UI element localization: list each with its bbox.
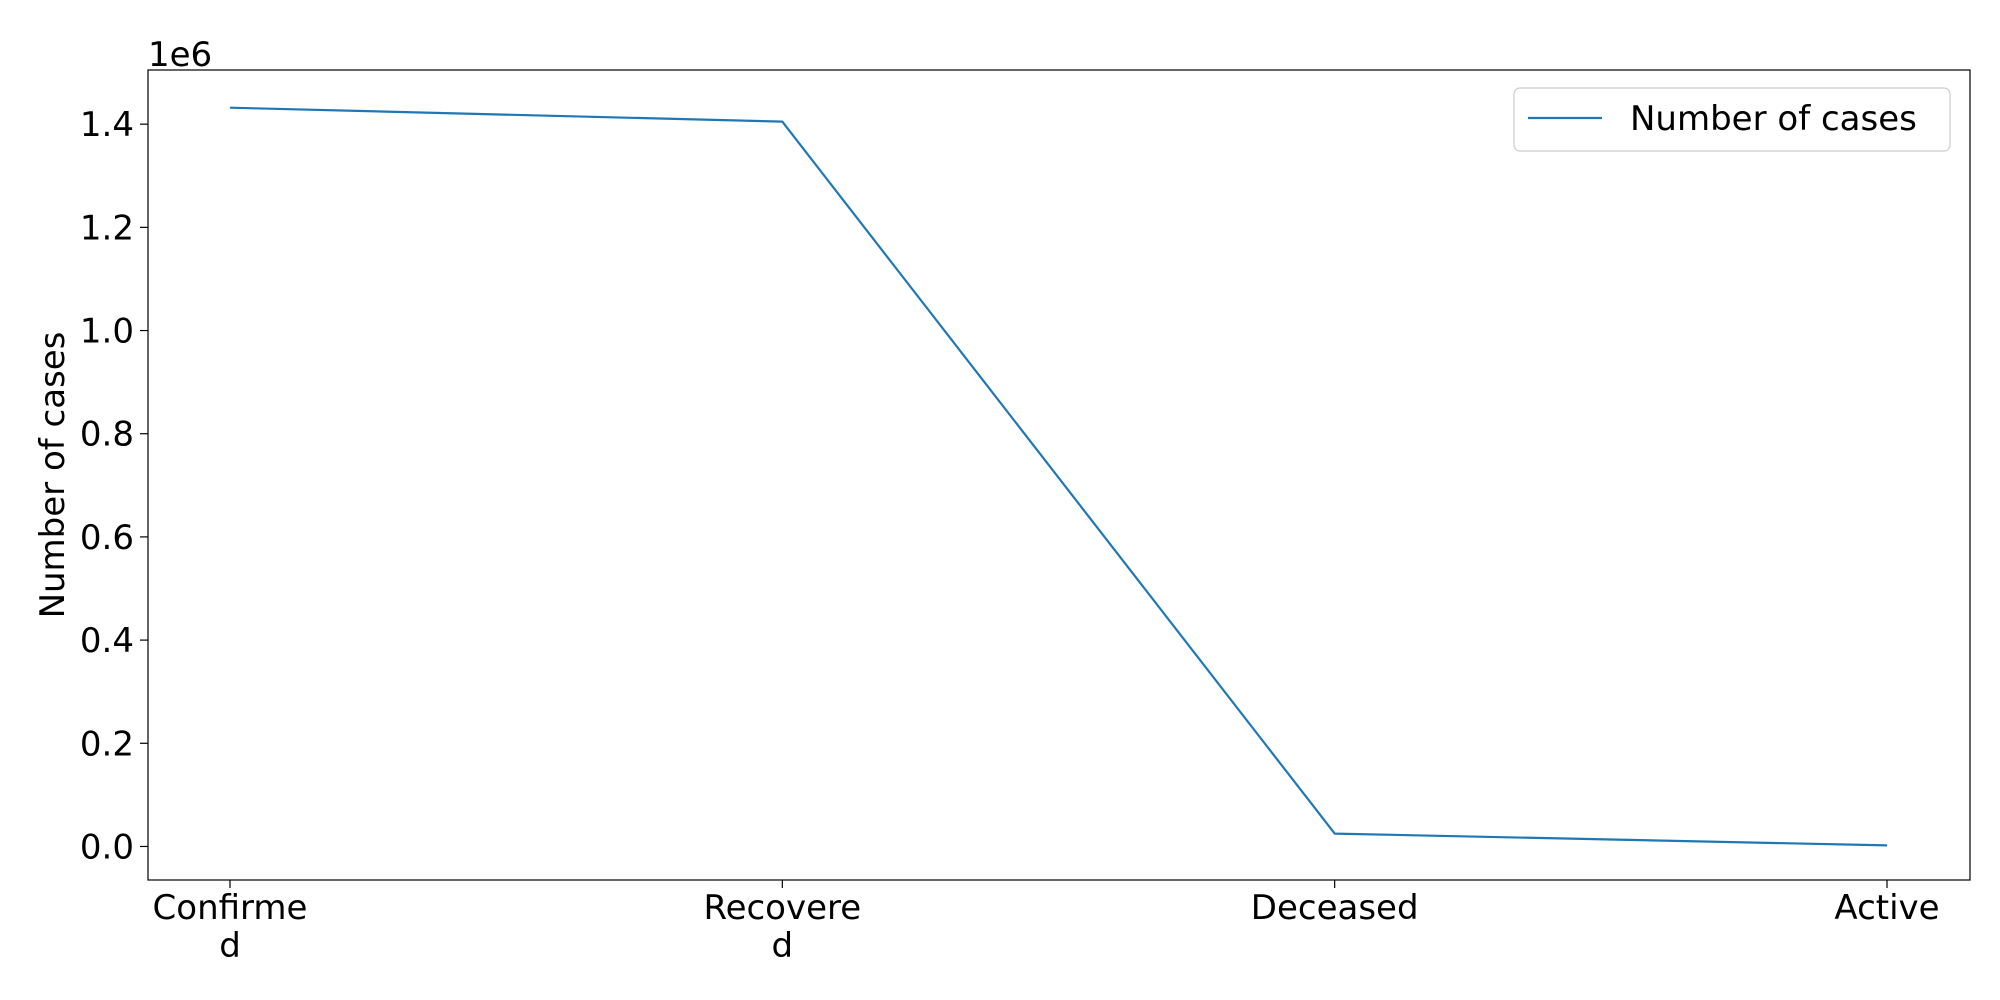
x-tick-label: Active	[1834, 888, 1939, 928]
y-axis-ticks: 0.0 0.2 0.4 0.6 0.8 1.0 1.2 1.4	[80, 105, 148, 867]
x-tick-label: Deceased	[1251, 888, 1419, 928]
y-tick-label: 0.4	[80, 621, 134, 661]
y-offset-label: 1e6	[148, 35, 212, 75]
x-tick-label: Recovere	[703, 888, 861, 928]
legend-series-label: Number of cases	[1630, 99, 1917, 139]
x-tick-label: d	[219, 926, 241, 966]
y-tick-label: 1.4	[80, 105, 134, 145]
x-tick-label: d	[772, 926, 794, 966]
legend: Number of cases	[1513, 87, 1951, 152]
series-line	[229, 106, 1888, 847]
y-tick-label: 0.6	[80, 518, 134, 558]
y-tick-label: 1.2	[80, 208, 134, 248]
legend-box	[1513, 87, 1951, 152]
y-tick-label: 0.8	[80, 415, 134, 455]
y-tick-label: 1.0	[80, 312, 134, 352]
y-axis-label: Number of cases	[33, 332, 73, 619]
y-tick-label: 0.2	[80, 724, 134, 764]
plot-area	[148, 70, 1970, 880]
y-tick-label: 0.0	[80, 827, 134, 867]
plot-frame	[147, 69, 1971, 881]
x-tick-label: Confirme	[153, 888, 308, 928]
series-layer	[229, 106, 1888, 847]
